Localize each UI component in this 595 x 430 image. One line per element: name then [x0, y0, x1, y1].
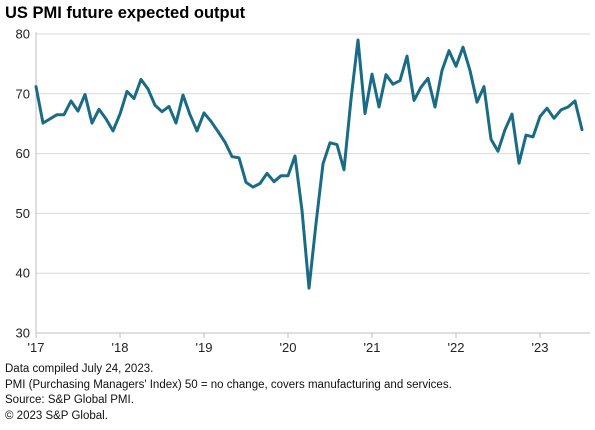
x-axis-ticks: '17 '18 '19 '20 '21 '22 '23 — [28, 333, 549, 355]
x-tick-label: '22 — [448, 340, 465, 355]
footnote-pmi-definition: PMI (Purchasing Managers' Index) 50 = no… — [5, 378, 452, 391]
x-tick-label: '19 — [196, 340, 213, 355]
y-axis-ticks: 30 40 50 60 70 80 — [16, 27, 30, 341]
x-tick-label: '20 — [280, 340, 297, 355]
y-tick-label: 50 — [16, 206, 30, 221]
x-tick-label: '18 — [112, 340, 129, 355]
series-layer — [34, 38, 584, 290]
x-tick-label: '21 — [364, 340, 381, 355]
y-tick-label: 60 — [16, 146, 30, 161]
y-tick-label: 80 — [16, 27, 30, 42]
y-tick-label: 30 — [16, 326, 30, 341]
x-tick-label: '23 — [532, 340, 549, 355]
series-line — [34, 38, 584, 290]
line-chart: 30 40 50 60 70 80 '17 '18 '19 '20 '21 '22 '23 — [16, 27, 590, 355]
footnote-source: Source: S&P Global PMI. — [5, 394, 134, 406]
y-tick-label: 70 — [16, 86, 30, 101]
footnote-copyright: © 2023 S&P Global. — [5, 409, 108, 422]
axes — [35, 32, 590, 334]
footnote-data-compiled: Data compiled July 24, 2023. — [5, 363, 154, 375]
footnotes: Data compiled July 24, 2023. PMI (Purcha… — [5, 362, 452, 424]
gridlines — [36, 33, 590, 274]
x-tick-label: '17 — [28, 340, 45, 355]
chart-title: US PMI future expected output — [5, 4, 246, 22]
y-tick-label: 40 — [16, 266, 30, 281]
